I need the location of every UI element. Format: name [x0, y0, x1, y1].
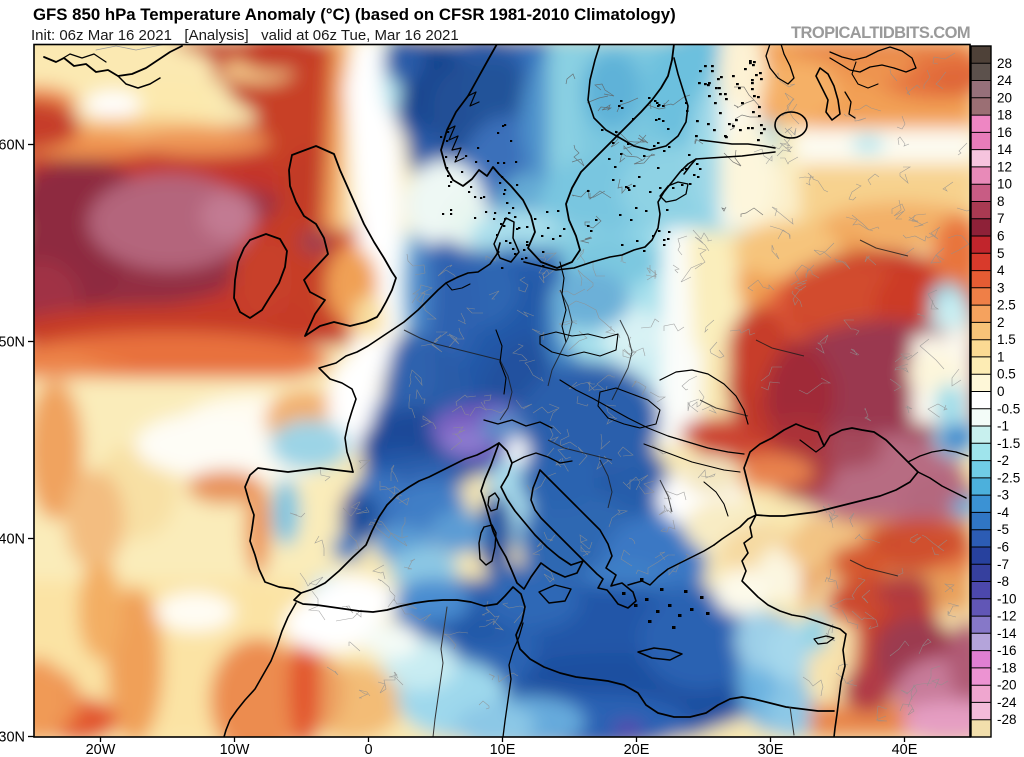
svg-text:2: 2 [997, 315, 1005, 330]
svg-text:-1.5: -1.5 [997, 436, 1020, 451]
svg-text:60N: 60N [0, 138, 25, 154]
svg-text:0: 0 [997, 384, 1005, 399]
svg-text:0.5: 0.5 [997, 367, 1016, 382]
svg-text:-7: -7 [997, 557, 1009, 572]
svg-text:10: 10 [997, 177, 1012, 192]
svg-text:4: 4 [997, 263, 1005, 278]
svg-text:-28: -28 [997, 712, 1017, 727]
svg-text:-1: -1 [997, 419, 1009, 434]
svg-text:10E: 10E [490, 742, 516, 757]
svg-text:14: 14 [997, 142, 1013, 157]
svg-text:40N: 40N [0, 532, 25, 548]
svg-text:-0.5: -0.5 [997, 401, 1020, 416]
svg-text:0: 0 [364, 742, 372, 757]
svg-text:8: 8 [997, 194, 1005, 209]
svg-text:2.5: 2.5 [997, 298, 1016, 313]
svg-text:12: 12 [997, 159, 1012, 174]
svg-text:-3: -3 [997, 488, 1009, 503]
svg-text:20W: 20W [86, 742, 116, 757]
svg-text:-20: -20 [997, 678, 1017, 693]
svg-text:16: 16 [997, 125, 1012, 140]
svg-text:-16: -16 [997, 643, 1017, 658]
svg-text:-2: -2 [997, 453, 1009, 468]
svg-text:-10: -10 [997, 591, 1017, 606]
svg-text:-12: -12 [997, 609, 1017, 624]
svg-text:-24: -24 [997, 695, 1017, 710]
svg-text:-4: -4 [997, 505, 1009, 520]
svg-text:-6: -6 [997, 540, 1009, 555]
svg-text:10W: 10W [220, 742, 250, 757]
svg-text:30E: 30E [758, 742, 784, 757]
svg-text:18: 18 [997, 108, 1012, 123]
svg-text:20E: 20E [624, 742, 650, 757]
svg-text:-18: -18 [997, 660, 1017, 675]
svg-text:1.5: 1.5 [997, 332, 1016, 347]
svg-text:30N: 30N [0, 730, 25, 746]
svg-text:-8: -8 [997, 574, 1009, 589]
svg-text:3: 3 [997, 280, 1005, 295]
svg-text:50N: 50N [0, 335, 25, 351]
svg-text:6: 6 [997, 229, 1005, 244]
svg-text:28: 28 [997, 56, 1012, 71]
svg-text:40E: 40E [892, 742, 918, 757]
svg-text:20: 20 [997, 90, 1012, 105]
svg-text:7: 7 [997, 211, 1005, 226]
svg-text:1: 1 [997, 349, 1005, 364]
svg-text:-14: -14 [997, 626, 1017, 641]
svg-text:-5: -5 [997, 522, 1009, 537]
svg-text:-2.5: -2.5 [997, 470, 1020, 485]
svg-text:24: 24 [997, 73, 1013, 88]
svg-text:5: 5 [997, 246, 1005, 261]
